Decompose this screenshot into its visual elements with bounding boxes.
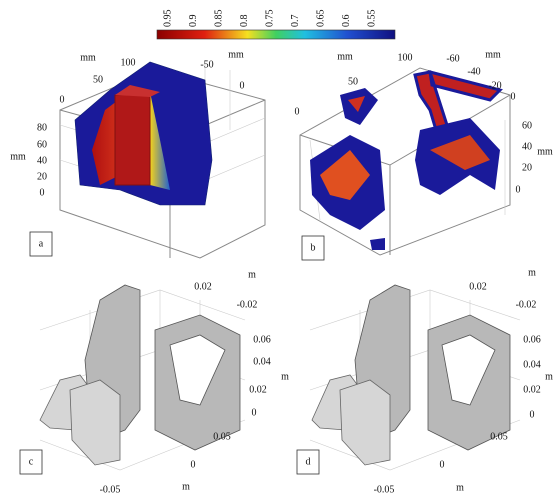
axis-label: 100 [398, 52, 413, 63]
panel-label: c [29, 456, 34, 467]
axis-label: m [456, 482, 464, 493]
axis-label: m [182, 481, 190, 492]
axis-label: 0 [60, 94, 65, 105]
panel-label: d [306, 456, 311, 467]
axis-label: 40 [37, 155, 47, 166]
axis-label: mm [485, 49, 501, 60]
colorbar-tick-label: 0.95 [162, 10, 173, 28]
panel-b [300, 68, 510, 260]
colorbar-tick-label: 0.85 [213, 10, 224, 28]
axis-label: 50 [93, 74, 103, 85]
axis-label: 20 [37, 171, 47, 182]
axis-label: 0 [440, 459, 445, 470]
axis-label: 0 [530, 409, 535, 420]
figure: 0.95 0.9 0.85 0.8 0.75 0.7 0.65 0.6 0.55 [0, 0, 555, 495]
colorbar-tick-label: 0.8 [239, 15, 250, 28]
axis-label: 0 [295, 106, 300, 117]
axis-label: 40 [522, 141, 532, 152]
axis-label: -0.05 [100, 484, 121, 495]
axis-label: 0 [252, 407, 257, 418]
axis-label: -60 [446, 53, 459, 64]
axis-label: 80 [37, 122, 47, 133]
axis-label: m [528, 267, 536, 278]
axis-label: m [281, 371, 289, 382]
axis-label: 0.04 [253, 356, 271, 367]
axis-label: -0.02 [237, 299, 258, 310]
axis-label: mm [80, 52, 96, 63]
axis-label: 0.02 [523, 384, 541, 395]
axis-label: 0 [516, 184, 521, 195]
colorbar-tick-label: 0.7 [290, 15, 301, 28]
colorbar-tick-label: 0.75 [264, 10, 275, 28]
panel-c [20, 285, 245, 474]
colorbar-tick-label: 0.65 [315, 10, 326, 28]
axis-label: 0 [40, 187, 45, 198]
colorbar-tick-label: 0.55 [366, 10, 377, 28]
colorbar-tick-label: 0.6 [341, 15, 352, 28]
panel-label: a [39, 238, 44, 249]
axis-label: m [248, 269, 256, 280]
axis-label: mm [228, 49, 244, 60]
axis-label: 60 [522, 120, 532, 131]
axis-label: 100 [121, 57, 136, 68]
axis-label: 0 [240, 80, 245, 91]
axis-label: 0.05 [213, 431, 231, 442]
axis-label: 0.05 [490, 431, 508, 442]
axis-label: mm [537, 146, 553, 157]
colorbar-tick-label: 0.9 [188, 15, 199, 28]
panel-a [30, 60, 265, 258]
panel-d [297, 285, 520, 474]
axis-label: -20 [488, 80, 501, 91]
axis-label: mm [10, 151, 26, 162]
colorbar [157, 30, 395, 39]
axis-label: -40 [467, 66, 480, 77]
axis-label: 50 [348, 76, 358, 87]
axis-label: 0.06 [523, 334, 541, 345]
axis-label: -50 [200, 59, 213, 70]
axis-label: 0.02 [249, 384, 267, 395]
axis-label: -0.05 [374, 484, 395, 495]
axis-label: 0 [191, 459, 196, 470]
axis-label: m [545, 371, 553, 382]
colorbar-ticks: 0.95 0.9 0.85 0.8 0.75 0.7 0.65 0.6 0.55 [162, 10, 377, 28]
axis-label: 0.02 [469, 281, 487, 292]
axis-label: 0 [511, 91, 516, 102]
axis-label: 20 [522, 162, 532, 173]
axis-label: -0.02 [516, 299, 537, 310]
axis-label: 0.02 [194, 281, 212, 292]
axis-label: 60 [37, 139, 47, 150]
axis-label: 0.06 [253, 334, 271, 345]
panel-label: b [311, 242, 316, 253]
axis-label: mm [337, 51, 353, 62]
axis-label: 0.04 [523, 359, 541, 370]
